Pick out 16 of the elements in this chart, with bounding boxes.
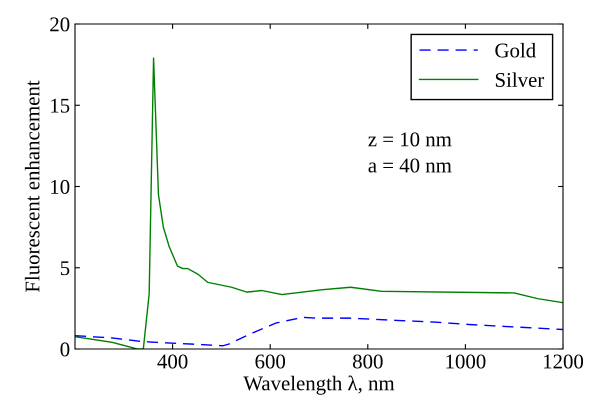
legend-label: Gold xyxy=(495,42,536,58)
y-axis-title: Fluorescent enhancement xyxy=(24,80,40,292)
line-series xyxy=(75,316,563,346)
x-tick-label: 800 xyxy=(352,354,383,369)
x-tick-label: 400 xyxy=(157,354,188,369)
legend-label: Silver xyxy=(496,72,544,87)
x-tick-label: 1000 xyxy=(446,354,486,369)
x-axis-title: Wavelength λ, nm xyxy=(243,376,394,395)
y-tick-label: 15 xyxy=(51,98,70,113)
annotation: z = 10 nm a = 40 nm xyxy=(368,132,452,173)
x-tick-label: 600 xyxy=(255,354,286,369)
x-tick-label: 1200 xyxy=(544,354,584,369)
y-tick-label: 0 xyxy=(60,342,70,356)
y-tick-label: 10 xyxy=(51,180,70,194)
y-tick-label: 20 xyxy=(50,17,70,32)
y-tick-label: 5 xyxy=(60,261,70,276)
